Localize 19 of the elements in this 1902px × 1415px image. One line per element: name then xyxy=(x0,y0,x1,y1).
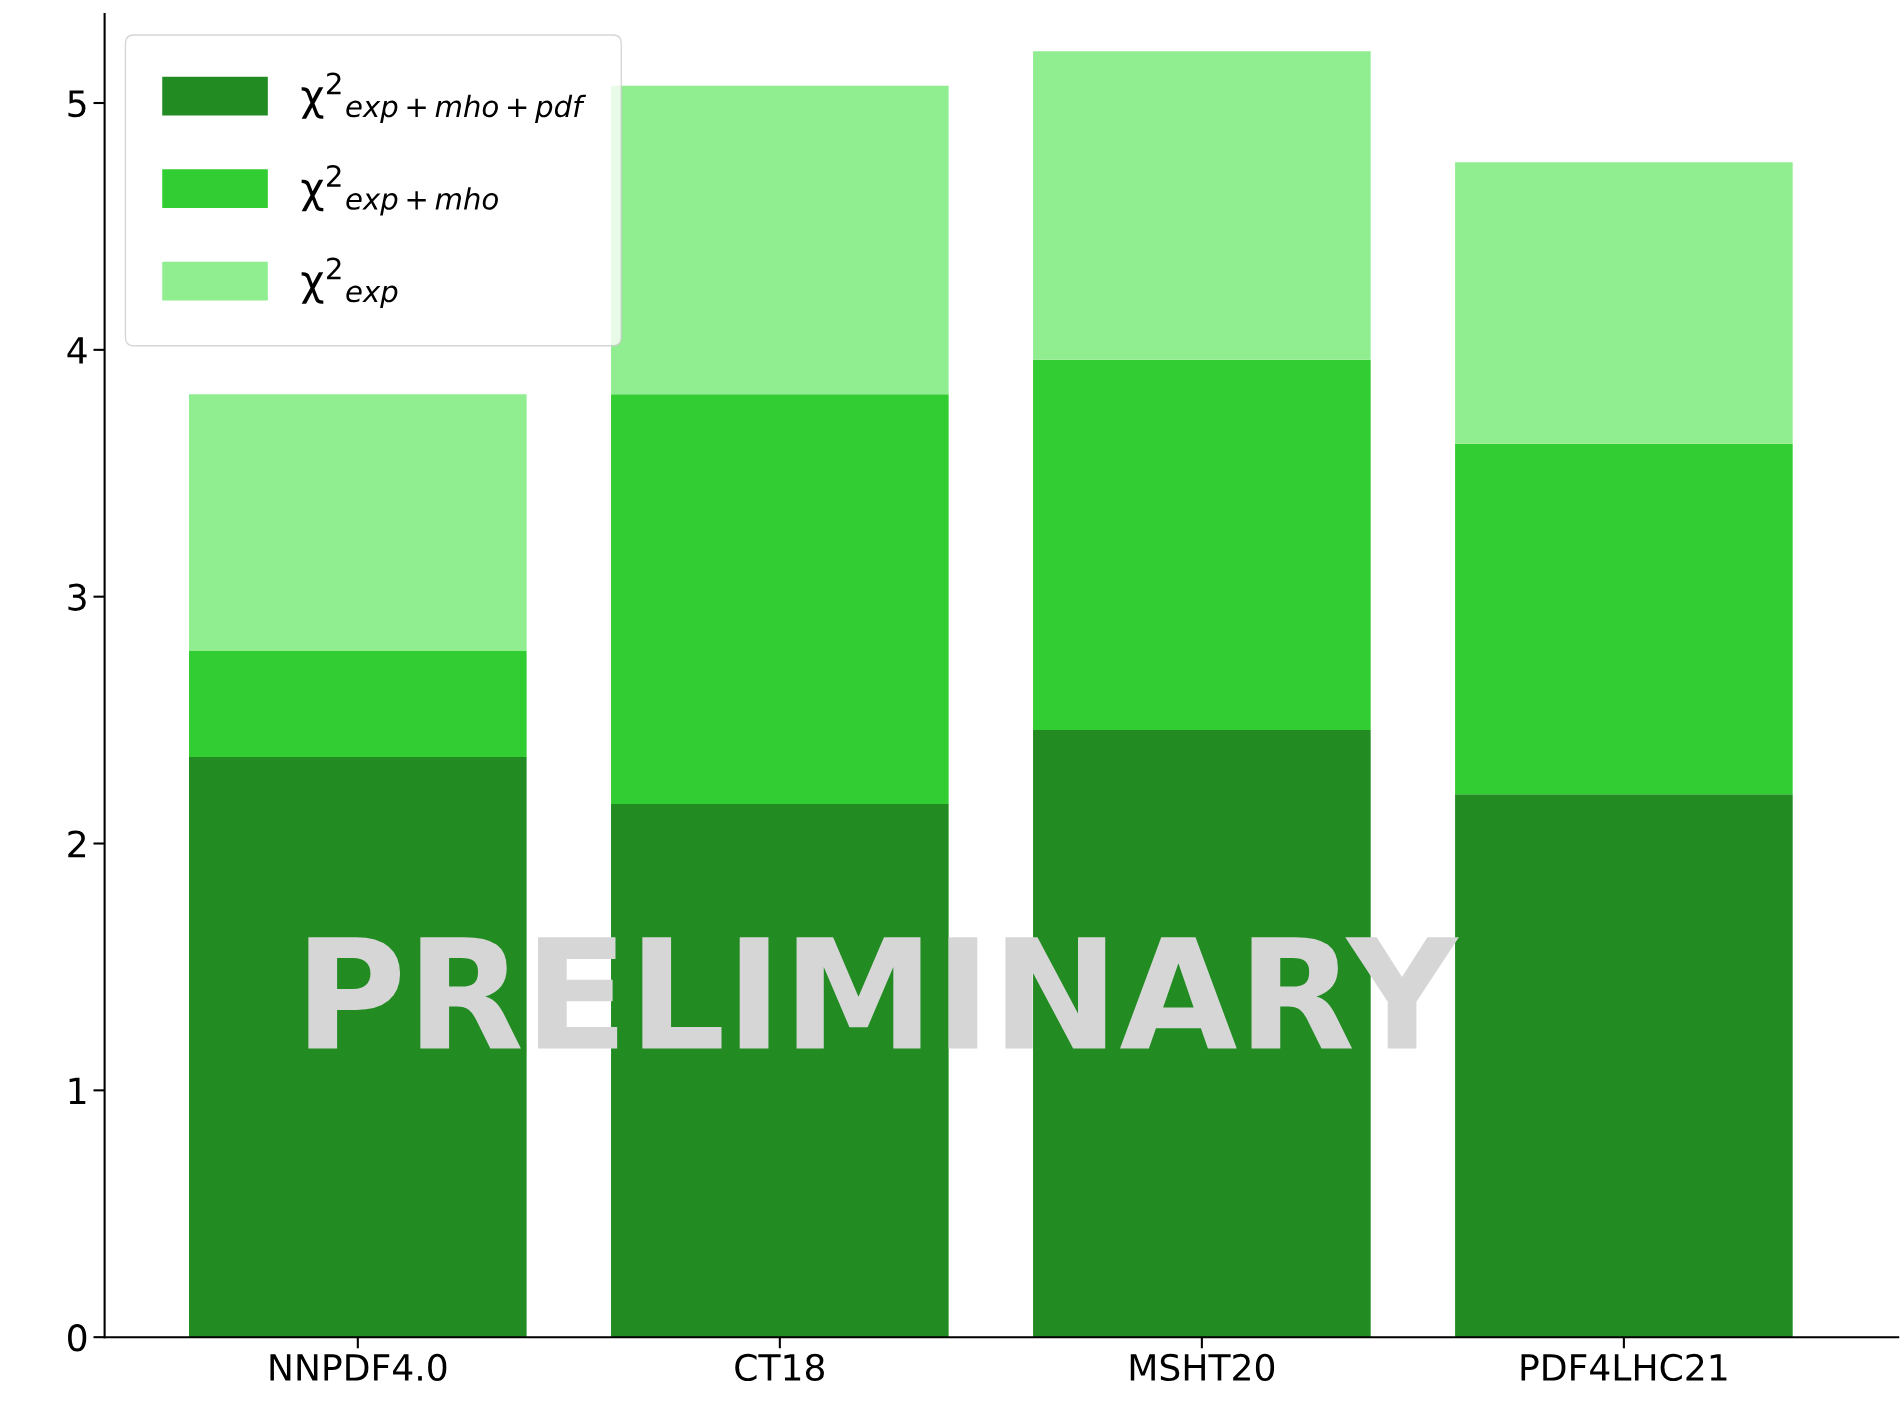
bar xyxy=(189,650,527,758)
bar xyxy=(189,394,527,651)
legend-label: χ$^{2}$$_{exp+mho}$ xyxy=(301,164,498,216)
x-tick-label: NNPDF4.0 xyxy=(270,1353,447,1382)
y-tick-label: 4 xyxy=(67,337,87,364)
bar xyxy=(1033,359,1371,730)
x-tick-label: MSHT20 xyxy=(1130,1353,1275,1382)
bar xyxy=(1455,443,1793,795)
y-tick-label: 3 xyxy=(68,583,86,611)
y-tick-label: 0 xyxy=(68,1324,87,1352)
bar xyxy=(1455,162,1793,444)
bar xyxy=(1033,51,1371,360)
x-tick-label: CT18 xyxy=(735,1353,824,1382)
y-tick-label: 5 xyxy=(68,90,86,118)
bar xyxy=(611,394,949,805)
legend-label: χ$^{2}$$_{exp}$ xyxy=(301,257,398,308)
y-tick-label: 2 xyxy=(68,830,86,858)
y-tick-label: 1 xyxy=(69,1077,86,1105)
x-tick-label: PDF4LHC21 xyxy=(1521,1353,1727,1382)
